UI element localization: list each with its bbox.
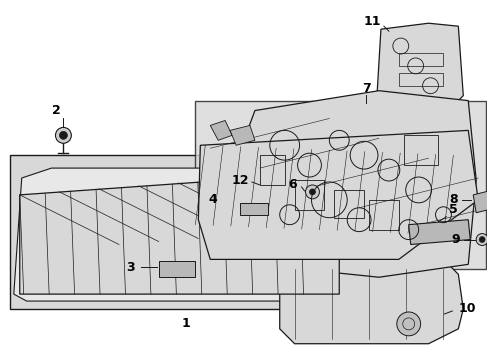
Polygon shape [14, 168, 344, 301]
Circle shape [60, 131, 67, 139]
Circle shape [396, 312, 420, 336]
Polygon shape [20, 175, 339, 294]
Polygon shape [158, 261, 195, 277]
Text: 11: 11 [363, 15, 380, 28]
Text: 3: 3 [126, 261, 135, 274]
Text: 4: 4 [208, 193, 217, 206]
Circle shape [309, 189, 315, 195]
Circle shape [305, 185, 319, 199]
Polygon shape [240, 203, 267, 215]
Text: 12: 12 [231, 174, 248, 186]
Text: 1: 1 [181, 318, 189, 330]
Text: 10: 10 [457, 302, 475, 315]
Text: 5: 5 [448, 203, 457, 216]
Polygon shape [240, 91, 475, 277]
Text: 7: 7 [361, 82, 370, 95]
Polygon shape [472, 190, 488, 213]
Text: 2: 2 [52, 104, 61, 117]
Text: 6: 6 [288, 179, 296, 192]
Text: 8: 8 [448, 193, 457, 206]
Polygon shape [210, 121, 232, 140]
Polygon shape [408, 220, 469, 244]
Circle shape [478, 237, 484, 243]
Text: 9: 9 [450, 233, 459, 246]
Polygon shape [376, 23, 462, 105]
Circle shape [475, 234, 487, 246]
Polygon shape [10, 155, 353, 309]
Polygon shape [230, 125, 254, 145]
Polygon shape [198, 130, 477, 260]
Circle shape [55, 127, 71, 143]
Polygon shape [279, 264, 462, 344]
Polygon shape [195, 100, 485, 269]
